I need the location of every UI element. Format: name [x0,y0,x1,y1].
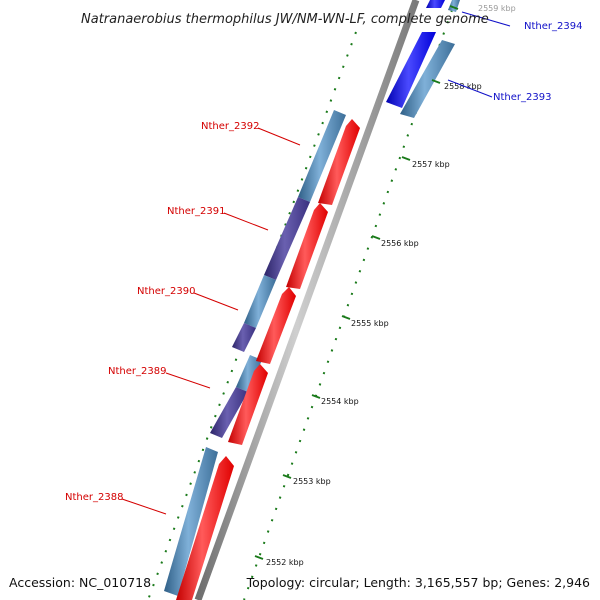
gene-label-nther-2392[interactable]: Nther_2392 [201,121,259,132]
overlap-feature-2391 [264,197,310,280]
kbp-label-2553: 2553 kbp [293,477,331,486]
inner-tick-ring [243,9,453,600]
gene-label-nther-2388[interactable]: Nther_2388 [65,492,123,503]
kbp-ticks [254,5,459,560]
gene-label-nther-2389[interactable]: Nther_2389 [108,366,166,377]
kbp-label-2552: 2552 kbp [266,558,304,567]
outer-tick-ring [147,31,357,600]
gene-feature-2390b [236,355,262,392]
gene-feature-2390a [244,275,276,328]
gene-leader-lines [121,11,511,515]
accession-label: Accession: NC_010718 [9,575,151,590]
kbp-label-2555: 2555 kbp [351,319,389,328]
kbp-label-2554: 2554 kbp [321,397,359,406]
kbp-label-2556: 2556 kbp [381,239,419,248]
overlap-feature-2389 [210,387,248,438]
map-title: Natranaerobius thermophilus JW/NM-WN-LF,… [81,12,489,27]
gene-label-nther-2390[interactable]: Nther_2390 [137,286,195,297]
cds-nther-2388 [176,456,234,600]
gene-feature-2388 [164,447,218,596]
cds-nther-2394 [426,0,445,8]
kbp-label-2558: 2558 kbp [444,82,482,91]
genome-backbone [194,0,420,600]
cds-nther-2390 [256,287,296,364]
cds-nther-2393 [386,32,436,108]
gene-label-nther-2394[interactable]: Nther_2394 [524,21,582,32]
kbp-label-2557: 2557 kbp [412,160,450,169]
overlap-feature-2390 [232,323,256,352]
gene-feature-2393 [400,40,455,118]
kbp-label-2559: 2559 kbp [478,4,516,13]
gene-feature-2392 [298,110,346,202]
cds-nther-2389 [228,364,268,445]
gene-feature-2394 [448,0,460,12]
genome-summary: Topology: circular; Length: 3,165,557 bp… [246,575,590,590]
cds-nther-2391 [286,203,328,289]
gene-label-nther-2393[interactable]: Nther_2393 [493,92,551,103]
cds-nther-2392 [318,119,360,205]
gene-label-nther-2391[interactable]: Nther_2391 [167,206,225,217]
